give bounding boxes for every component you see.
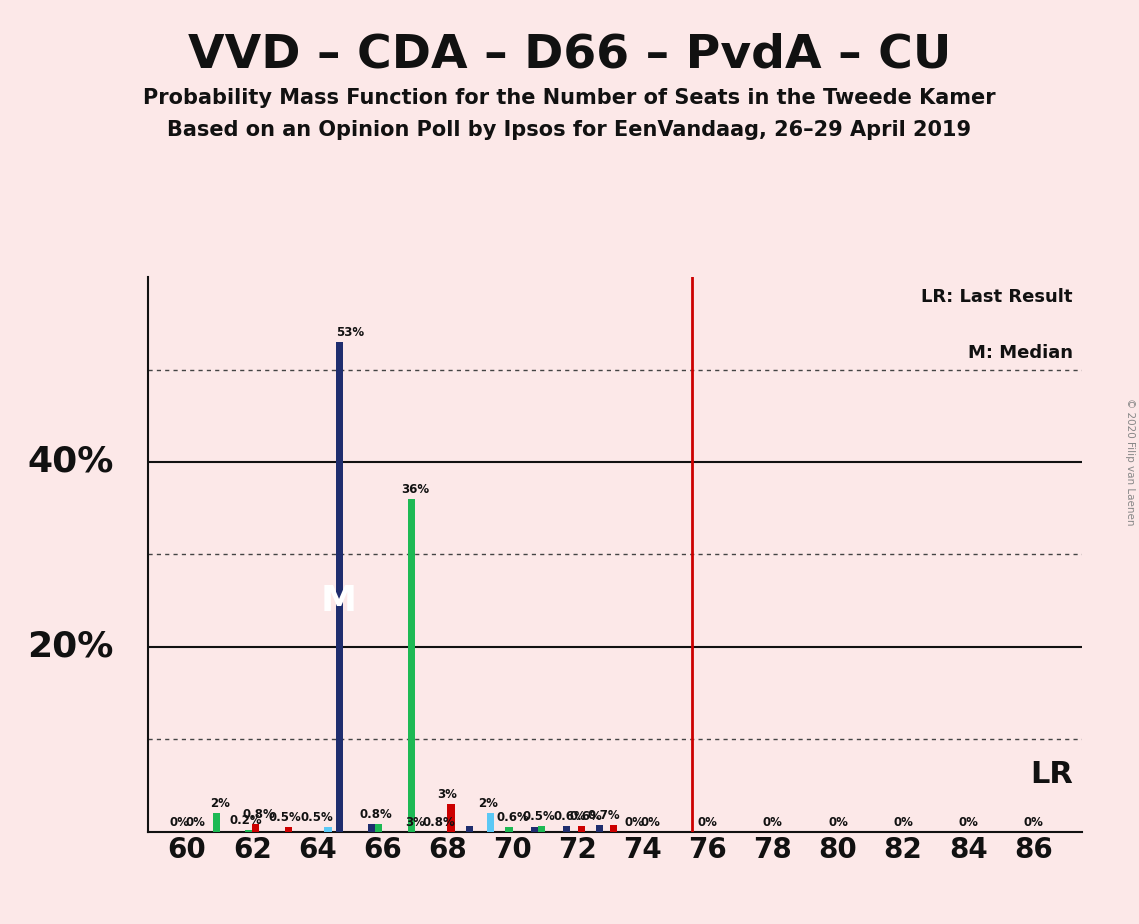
Bar [336, 342, 343, 832]
Text: 0%: 0% [828, 816, 847, 829]
Text: LR: Last Result: LR: Last Result [921, 288, 1073, 306]
Text: 40%: 40% [27, 445, 114, 479]
Text: 53%: 53% [336, 326, 363, 339]
Text: 0%: 0% [958, 816, 978, 829]
Text: 0.5%: 0.5% [522, 810, 555, 823]
Text: LR: LR [1030, 760, 1073, 788]
Text: 0%: 0% [169, 816, 189, 829]
Text: 0.6%: 0.6% [554, 810, 585, 823]
Text: 2%: 2% [478, 797, 498, 810]
Bar [564, 826, 571, 832]
Text: 0.5%: 0.5% [269, 811, 301, 824]
Text: 0%: 0% [186, 816, 205, 829]
Text: 3%: 3% [405, 816, 425, 829]
Text: 0.2%: 0.2% [229, 814, 262, 827]
Bar [325, 827, 331, 832]
Text: M: M [321, 584, 358, 617]
Text: 0%: 0% [1023, 816, 1043, 829]
Bar [466, 826, 473, 832]
Text: 0%: 0% [893, 816, 913, 829]
Bar [577, 826, 584, 832]
Text: © 2020 Filip van Laenen: © 2020 Filip van Laenen [1125, 398, 1134, 526]
Text: 0.7%: 0.7% [588, 809, 620, 822]
Bar [611, 825, 617, 832]
Text: 36%: 36% [401, 483, 429, 496]
Bar [408, 499, 415, 832]
Text: 0.6%: 0.6% [497, 811, 528, 824]
Text: VVD – CDA – D66 – PvdA – CU: VVD – CDA – D66 – PvdA – CU [188, 32, 951, 78]
Text: 0.8%: 0.8% [423, 816, 456, 829]
Text: 0.6%: 0.6% [570, 810, 603, 823]
Bar [375, 824, 383, 832]
Text: 3%: 3% [437, 788, 458, 801]
Text: 20%: 20% [27, 630, 114, 663]
Text: 2%: 2% [210, 797, 230, 810]
Bar [368, 824, 375, 832]
Text: Based on an Opinion Poll by Ipsos for EenVandaag, 26–29 April 2019: Based on an Opinion Poll by Ipsos for Ee… [167, 120, 972, 140]
Bar [506, 827, 513, 832]
Text: 0%: 0% [624, 816, 645, 829]
Text: 0%: 0% [641, 816, 661, 829]
Text: M: Median: M: Median [968, 344, 1073, 361]
Bar [538, 826, 546, 832]
Text: 0.8%: 0.8% [360, 808, 392, 821]
Bar [285, 827, 292, 832]
Bar [531, 827, 538, 832]
Text: 0%: 0% [763, 816, 782, 829]
Bar [596, 825, 603, 832]
Text: 0.5%: 0.5% [301, 811, 334, 824]
Bar [213, 813, 220, 832]
Bar [252, 824, 260, 832]
Text: 0%: 0% [698, 816, 718, 829]
Bar [245, 830, 252, 832]
Text: 0.8%: 0.8% [243, 808, 276, 821]
Bar [487, 813, 494, 832]
Text: Probability Mass Function for the Number of Seats in the Tweede Kamer: Probability Mass Function for the Number… [144, 88, 995, 108]
Bar [448, 804, 454, 832]
